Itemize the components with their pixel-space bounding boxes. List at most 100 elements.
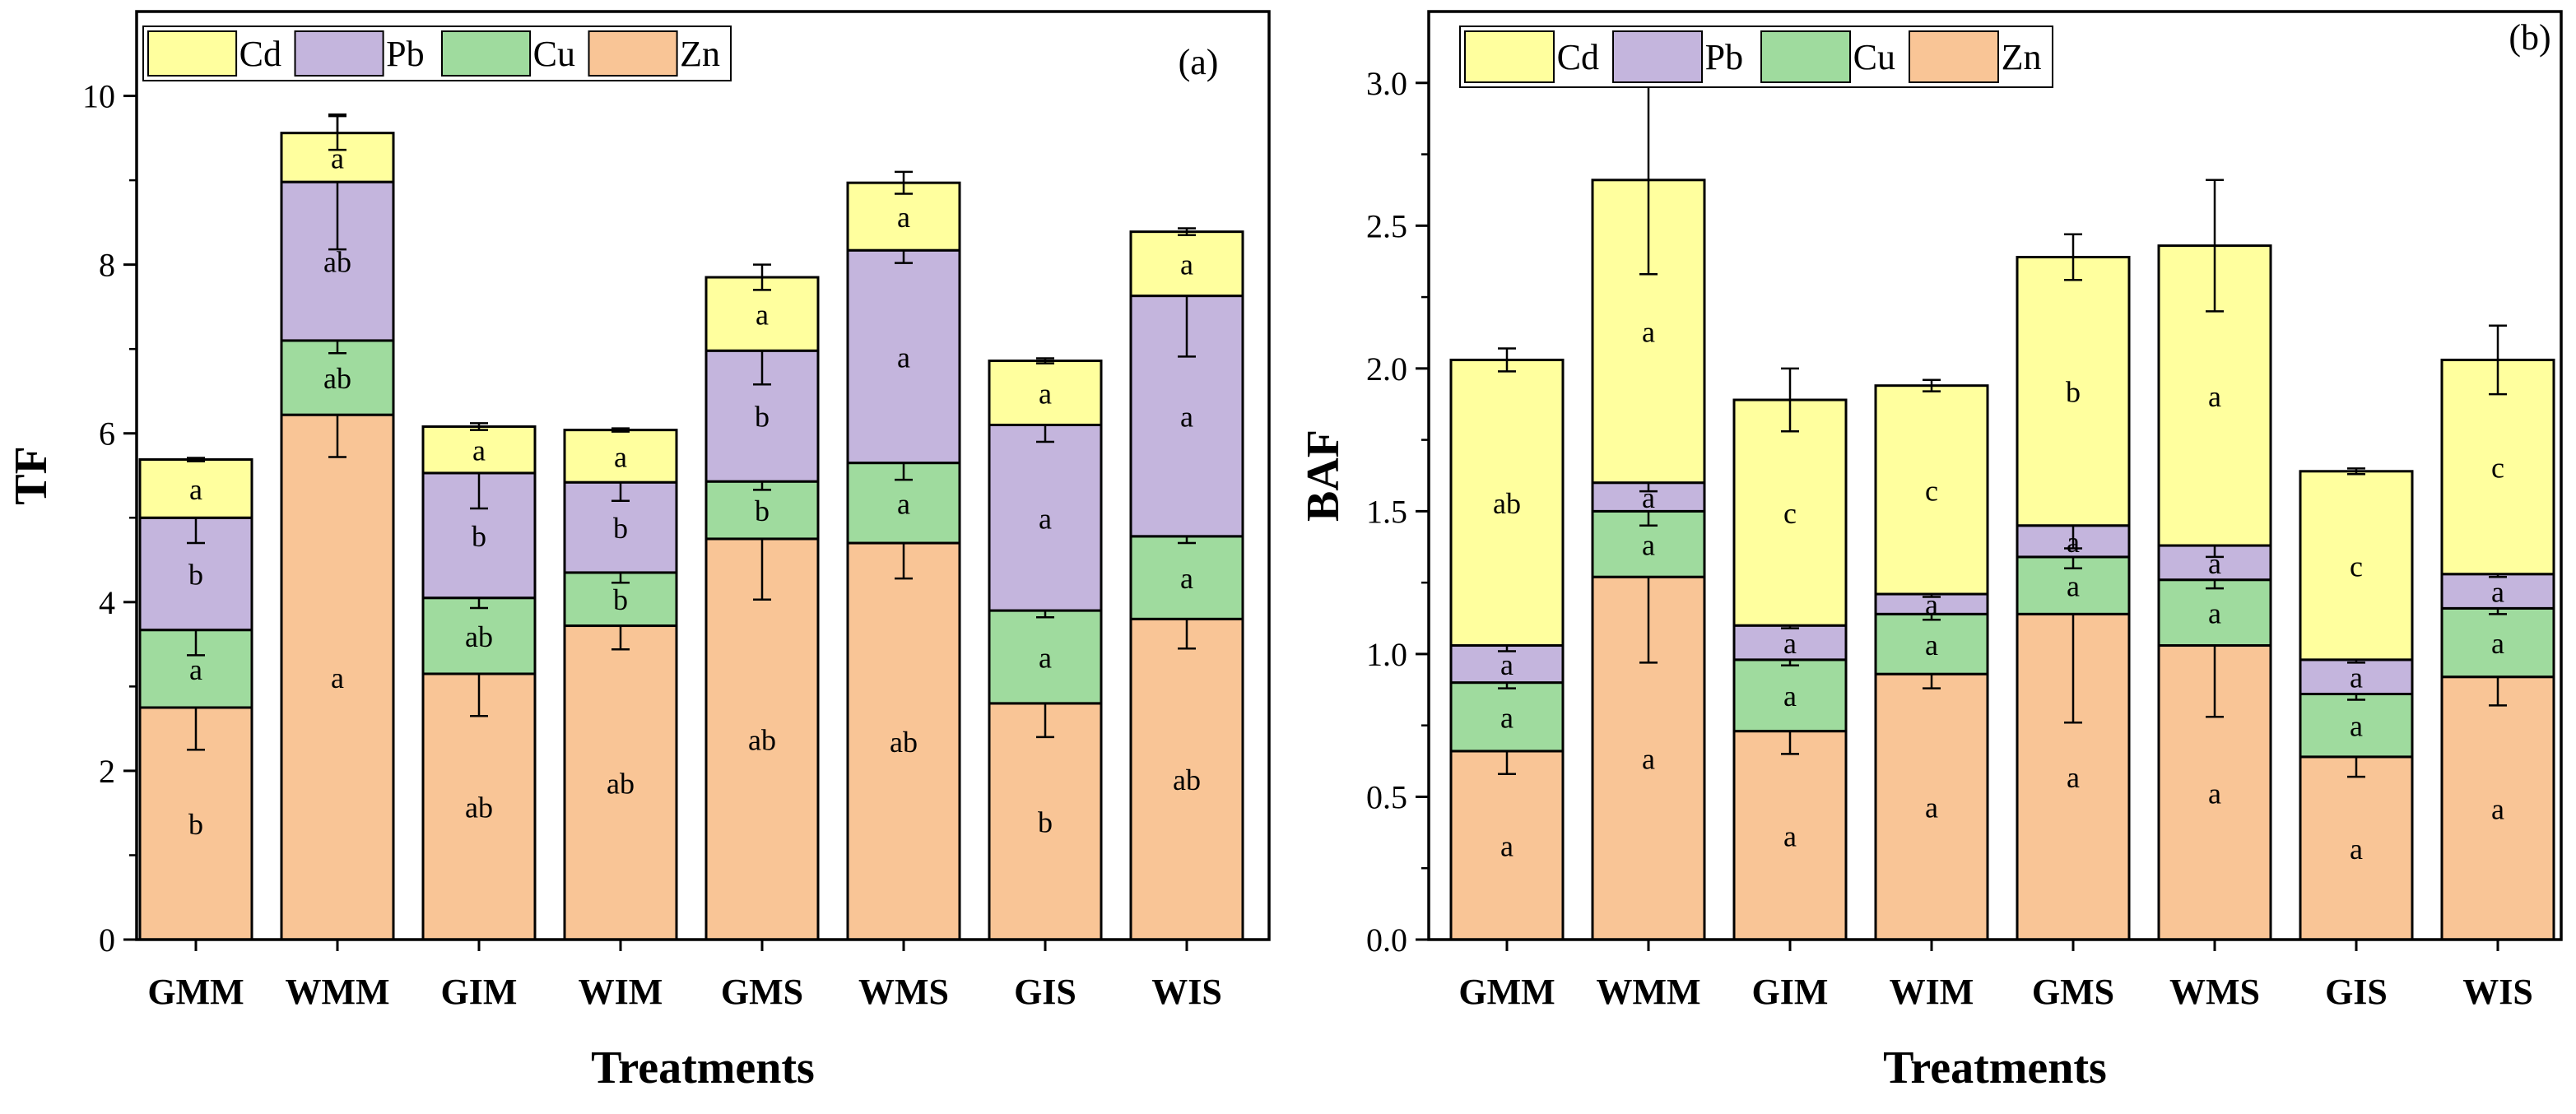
x-tick-label-gis: GIS: [1014, 972, 1076, 1012]
sig-label-zn-gmm: b: [188, 808, 203, 841]
x-tick-label-wim: WIM: [1890, 972, 1974, 1012]
x-axis-title: Treatments: [1883, 1042, 2107, 1093]
legend-swatch-cu: [1760, 30, 1851, 83]
sig-label-cu-gmm: a: [189, 653, 202, 686]
x-tick-label-gms: GMS: [2032, 972, 2114, 1012]
sig-label-pb-wim: b: [613, 512, 628, 545]
bar-cd-gms: [2016, 255, 2131, 527]
sig-label-pb-gim: b: [472, 520, 486, 553]
bar-cd-gim: [421, 425, 537, 475]
legend-swatch-pb: [294, 30, 384, 77]
bar-zn-gim: [1732, 730, 1848, 941]
bar-pb-wms: [846, 248, 961, 465]
legend-label-cd: Cd: [1557, 37, 1599, 77]
sig-label-cu-gis: a: [1039, 641, 1052, 674]
sig-label-zn-wim: ab: [607, 767, 635, 800]
legend-swatch-zn: [1909, 30, 1999, 83]
sig-label-cu-gmm: a: [1500, 701, 1514, 734]
chart-panel-b: aaaabGMMaaaaWMMaaacGIMaaacWIMaaabGMSaaaa…: [1298, 10, 2563, 1093]
sig-label-zn-wmm: a: [331, 661, 344, 694]
y-tick-label-3: 6: [99, 415, 115, 453]
y-tick-label-2: 1.0: [1366, 636, 1407, 673]
bar-cd-gis: [2299, 470, 2414, 661]
sig-label-zn-gis: b: [1038, 805, 1053, 838]
legend-swatch-cd: [147, 30, 238, 77]
sig-label-zn-gim: ab: [465, 791, 493, 824]
legend-label-zn: Zn: [2002, 37, 2042, 77]
bar-cu-gim: [1732, 658, 1848, 733]
sig-label-zn-wis: ab: [1173, 764, 1201, 796]
bar-cd-wim: [563, 429, 678, 484]
sig-label-zn-wmm: a: [1642, 743, 1655, 776]
sig-label-zn-wms: a: [2208, 777, 2221, 810]
sig-label-cd-gis: c: [2350, 550, 2363, 583]
sig-label-pb-wms: a: [897, 341, 910, 374]
bar-cd-gis: [988, 360, 1103, 426]
sig-label-pb-gis: a: [2350, 661, 2363, 694]
sig-label-zn-gms: ab: [748, 723, 776, 756]
legend-swatch-cd: [1464, 30, 1555, 83]
sig-label-cu-wim: a: [1925, 629, 1938, 661]
sig-label-cu-gms: a: [2067, 570, 2080, 603]
x-tick-label-wis: WIS: [2462, 972, 2533, 1012]
sig-label-cu-wmm: ab: [323, 362, 351, 395]
sig-label-cu-wim: b: [613, 583, 628, 616]
bar-cd-gmm: [138, 458, 253, 519]
bar-zn-gmm: [1449, 750, 1565, 941]
sig-label-cd-gmm: ab: [1493, 487, 1521, 520]
sig-label-cu-gis: a: [2350, 710, 2363, 743]
sig-label-zn-gms: a: [2067, 761, 2080, 794]
x-tick-label-wis: WIS: [1151, 972, 1222, 1012]
sig-label-cd-wms: a: [2208, 380, 2221, 413]
bar-zn-gis: [2299, 755, 2414, 941]
legend: Cd Pb Cu Zn: [1459, 26, 2053, 88]
legend-swatch-cu: [441, 30, 532, 77]
y-tick-label-5: 2.5: [1366, 207, 1407, 244]
sig-label-zn-wms: ab: [890, 726, 918, 759]
y-tick-label-0: 0: [99, 921, 115, 959]
x-tick-label-gis: GIS: [2325, 972, 2388, 1012]
bar-cu-wim: [1874, 612, 1989, 675]
legend-label-cu: Cu: [1853, 37, 1895, 77]
legend-label-cd: Cd: [239, 34, 281, 74]
legend-swatch-pb: [1612, 30, 1703, 83]
bar-cu-gim: [421, 596, 537, 675]
x-tick-label-wms: WMS: [2169, 972, 2260, 1012]
bar-zn-wis: [1129, 617, 1244, 941]
bar-cd-gmm: [1449, 358, 1565, 648]
bar-pb-gim: [1732, 624, 1848, 661]
legend-label-cu: Cu: [533, 34, 575, 74]
sig-label-cd-wis: c: [2491, 452, 2504, 485]
sig-label-cu-gim: ab: [465, 620, 493, 653]
bar-cu-gmm: [1449, 681, 1565, 753]
plot-frame: [1427, 10, 2563, 941]
sig-label-zn-gim: a: [1783, 819, 1797, 852]
x-axis-title: Treatments: [591, 1042, 815, 1093]
sig-label-cu-wis: a: [1180, 562, 1193, 595]
bar-zn-gms: [704, 537, 820, 941]
sig-label-zn-gis: a: [2350, 833, 2363, 866]
sig-label-cd-wms: a: [897, 201, 910, 234]
x-tick-label-wmm: WMM: [1596, 972, 1700, 1012]
sig-label-cd-wim: c: [1925, 474, 1938, 507]
sig-label-cd-gim: c: [1783, 497, 1797, 530]
sig-label-pb-gmm: a: [1500, 648, 1514, 681]
sig-label-cu-gim: a: [1783, 680, 1797, 712]
chart-panel-a: babaGMMaababaWMMababbaGIMabbbaWIMabbbaGM…: [6, 10, 1271, 1093]
sig-label-cu-gms: b: [755, 494, 770, 527]
sig-label-pb-gms: b: [755, 401, 770, 434]
sig-label-pb-gmm: b: [188, 558, 203, 591]
bar-cu-gis: [2299, 693, 2414, 759]
sig-label-pb-wis: a: [2491, 576, 2504, 609]
sig-label-zn-wis: a: [2491, 792, 2504, 825]
y-tick-label-3: 1.5: [1366, 493, 1407, 530]
x-tick-label-gmm: GMM: [147, 972, 244, 1012]
x-tick-label-gmm: GMM: [1458, 972, 1555, 1012]
y-tick-label-0: 0.0: [1366, 921, 1407, 959]
panel-tag: (b): [2509, 17, 2550, 58]
y-tick-label-6: 3.0: [1366, 65, 1407, 102]
sig-label-cd-gms: a: [756, 299, 769, 332]
y-tick-label-4: 2.0: [1366, 350, 1407, 388]
sig-label-cd-wis: a: [1180, 248, 1193, 281]
